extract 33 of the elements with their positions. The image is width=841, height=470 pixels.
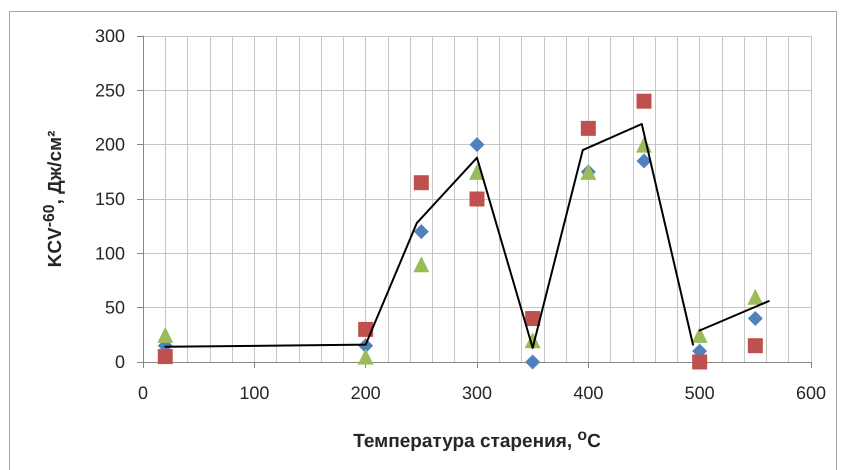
y-tick-label: 0 <box>114 352 125 372</box>
point <box>692 354 708 370</box>
y-tick-label: 200 <box>94 134 125 155</box>
x-tick-label: 0 <box>138 383 148 403</box>
point <box>580 120 596 136</box>
point <box>413 256 430 272</box>
point <box>747 288 764 305</box>
x-tick-label: 200 <box>350 383 381 403</box>
x-tick-label: 400 <box>573 383 604 403</box>
y-tick-label: 50 <box>104 298 125 318</box>
y-tick-label: 150 <box>94 189 125 209</box>
y-tick-label: 100 <box>94 243 125 264</box>
point <box>636 153 652 168</box>
point <box>748 338 763 354</box>
y-tick-label: 250 <box>94 80 125 100</box>
point <box>158 349 173 364</box>
x-tick-label: 600 <box>796 383 826 403</box>
point <box>748 311 763 326</box>
point <box>470 137 484 152</box>
point <box>692 326 708 343</box>
point <box>414 175 429 190</box>
x-tick-label: 100 <box>239 383 270 403</box>
x-axis-title: Температура старения, $^{o}$C <box>353 426 601 454</box>
point <box>470 192 484 206</box>
point <box>414 224 429 240</box>
x-tick-label: 300 <box>462 383 492 403</box>
y-tick-label: 300 <box>94 26 125 46</box>
point <box>358 348 374 365</box>
point <box>636 94 652 109</box>
x-tick-label: 500 <box>684 383 715 403</box>
point <box>358 322 374 337</box>
point <box>157 326 174 343</box>
point <box>525 354 540 370</box>
